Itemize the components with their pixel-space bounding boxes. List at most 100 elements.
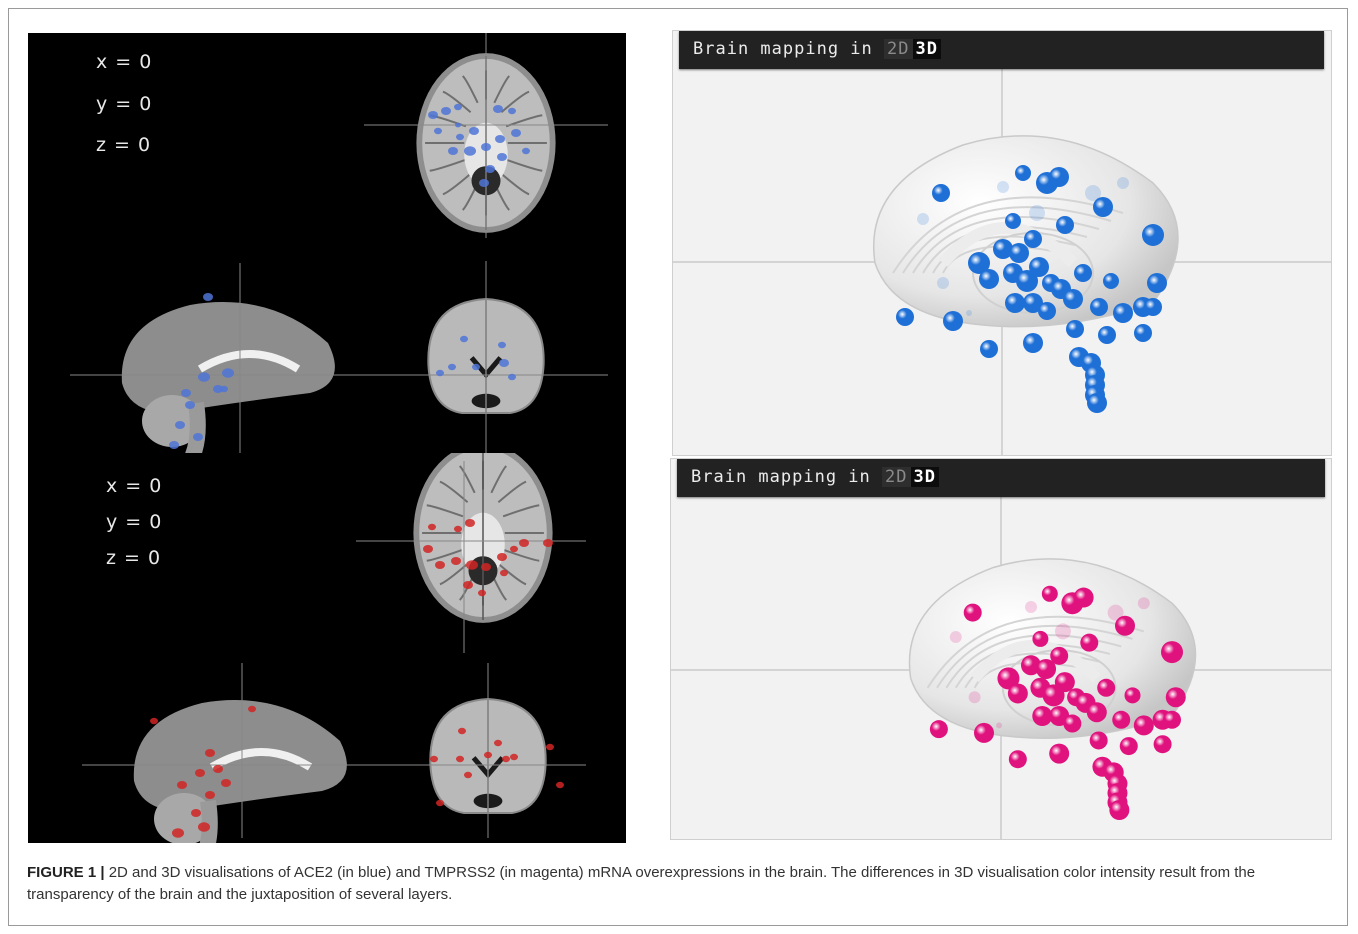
expression-sphere [1109,800,1130,820]
expression-dot [546,743,554,751]
expression-sphere [1024,230,1042,248]
expression-sphere [1029,257,1049,277]
expression-dot [484,751,492,759]
expression-sphere [1025,600,1037,613]
expression-dot [500,569,508,577]
coord-y: y = 0 [96,93,153,115]
expression-dot [169,441,179,449]
viewer-title: Brain mapping in [691,467,871,487]
expression-dot [508,107,516,115]
expression-dot [499,359,509,367]
expression-sphere [1098,326,1116,344]
expression-dot [428,111,438,119]
expression-sphere [1007,683,1028,704]
expression-sphere [943,311,963,331]
expression-sphere [1107,604,1124,621]
expression-spheres [896,165,1167,413]
expression-sphere [1032,706,1053,726]
expression-dot [423,545,433,553]
expression-sphere [917,213,929,225]
mode-2d-button[interactable]: 2D [884,39,913,59]
expression-dot [172,828,184,838]
expression-dot [456,133,464,141]
expression-sphere [1080,633,1099,652]
coord-x: x = 0 [106,475,163,497]
expression-sphere [1021,655,1041,676]
expression-sphere [1147,273,1167,293]
expression-sphere [1165,687,1186,708]
mode-2d-button[interactable]: 2D [882,467,911,487]
expression-sphere [1134,324,1152,342]
expression-dot [508,373,516,381]
expression-dot [430,755,438,763]
expression-dot [485,165,495,173]
expression-sphere [1153,735,1172,754]
expression-dot [220,385,228,393]
expression-sphere [997,667,1020,690]
viewer-titlebar: Brain mapping in 2D 3D [679,31,1324,69]
axial-slice [413,453,553,623]
coord-z: z = 0 [106,547,162,569]
mode-3d-button[interactable]: 3D [912,39,941,59]
expression-sphere [932,184,950,202]
expression-dot [543,539,553,547]
expression-dot [510,545,518,553]
expression-sphere [1056,216,1074,234]
expression-dot [494,739,502,747]
caption-text: 2D and 3D visualisations of ACE2 (in blu… [27,864,1256,903]
expression-dot [472,363,480,371]
expression-spheres [929,585,1186,820]
expression-dot [185,401,195,409]
expression-dot [511,129,521,137]
expression-sphere [1063,714,1082,733]
expression-sphere [1009,243,1029,263]
expression-dot [463,581,473,589]
expression-dot [469,127,479,135]
expression-dot [465,519,475,527]
tmprss2-axial-dots [423,519,553,597]
expression-dot [478,589,486,597]
expression-sphere [1124,687,1141,704]
expression-sphere [1113,303,1133,323]
expression-dot [454,103,462,111]
expression-sphere [1133,715,1154,736]
mode-3d-button[interactable]: 3D [910,467,939,487]
figure-frame [8,8,1348,926]
expression-sphere [1066,320,1084,338]
ace2-coronal-dots [436,335,516,381]
expression-sphere [997,181,1009,193]
coord-x: x = 0 [96,51,153,73]
expression-sphere [1038,302,1056,320]
expression-dot [193,433,203,441]
expression-sphere [963,603,982,622]
expression-sphere [1089,731,1108,750]
expression-dot [436,799,444,807]
brain-3d-viewer-ace2: Brain mapping in 2D 3D [672,30,1332,456]
expression-dot [451,557,461,565]
brain-3d-viewer-tmprss2: Brain mapping in 2D 3D [670,458,1332,840]
expression-dot [456,755,464,763]
expression-sphere [949,631,962,644]
expression-sphere [1029,205,1045,221]
expression-dot [428,523,436,531]
expression-sphere [1115,615,1135,636]
expression-dot [213,765,223,773]
expression-dot [454,525,462,533]
expression-sphere [1049,167,1069,187]
expression-sphere [1112,710,1131,729]
expression-sphere [1087,393,1107,413]
brain-3d-render-ace2 [673,69,1331,455]
expression-dot [177,781,187,789]
mri-slices-ace2 [70,33,608,453]
expression-sphere [1005,293,1025,313]
expression-dot [497,153,507,161]
expression-dot [495,135,505,143]
expression-sphere [1041,585,1058,602]
expression-sphere [1086,702,1107,723]
expression-dot [441,107,451,115]
expression-dot [448,363,456,371]
brain-3d-model [908,558,1197,739]
mri-2d-panel-ace2: x = 0 y = 0 z = 0 [28,33,626,453]
brain-3d-render-tmprss2 [671,497,1331,839]
mri-slices-tmprss2 [82,453,586,843]
